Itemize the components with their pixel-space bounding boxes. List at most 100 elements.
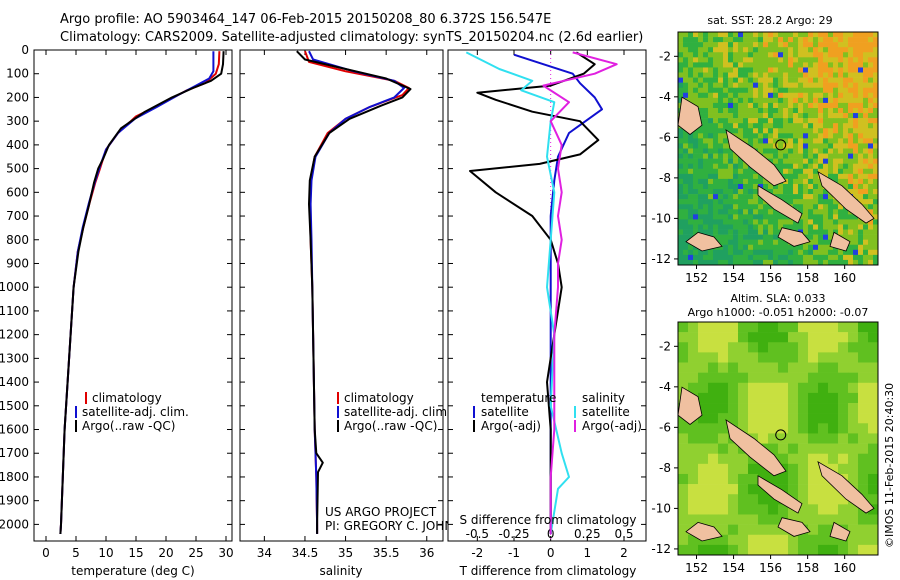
map-cell (718, 113, 724, 119)
map-cell (743, 189, 749, 195)
map-cell (683, 158, 689, 164)
map-cell (773, 214, 779, 220)
map-cell (808, 433, 819, 444)
sst-map-frame (677, 31, 879, 266)
map-cell (698, 138, 704, 144)
map-cell (688, 138, 694, 144)
map-cell (693, 97, 699, 104)
map-cell (698, 92, 704, 99)
map-cell (773, 87, 779, 94)
map-cell (703, 254, 709, 261)
map-cell (838, 37, 844, 43)
map-cell (718, 463, 729, 475)
map-cell (693, 42, 699, 48)
map-cell (733, 209, 739, 215)
map-cell (868, 62, 874, 68)
map-cell (753, 42, 759, 48)
map-cell (723, 178, 729, 185)
map-cell (773, 254, 779, 261)
depth-tick-label: 500 (6, 162, 29, 176)
map-cell (703, 204, 709, 210)
map-cell (873, 168, 879, 175)
map-cell (808, 524, 819, 536)
map-cell (818, 234, 824, 240)
map-cell (833, 209, 839, 215)
map-cell (738, 322, 749, 333)
map-cell (723, 87, 729, 94)
map-cell (688, 544, 699, 556)
map-cell (848, 72, 854, 78)
map-cell (748, 183, 754, 190)
map-cell (728, 42, 734, 48)
map-cell (838, 138, 844, 144)
map-cell (873, 249, 879, 256)
map-cell (738, 413, 749, 424)
map-cell (748, 214, 754, 220)
map-cell (773, 153, 779, 159)
header-line1: Argo profile: AO 5903464_147 06-Feb-2015… (60, 12, 551, 27)
legend-climatology-label: climatology (92, 391, 162, 405)
map-cell (723, 82, 729, 89)
map-cell (868, 133, 874, 139)
map-cell (773, 67, 779, 73)
map-cell (733, 224, 739, 230)
map-cell (853, 92, 859, 99)
map-cell (683, 42, 689, 48)
map-cell (873, 118, 879, 124)
map-cell (823, 92, 829, 99)
map-cell (853, 214, 859, 220)
map-cell (808, 77, 814, 83)
map-cell (828, 332, 839, 343)
map-cell (708, 133, 714, 139)
map-cell (728, 128, 734, 134)
map-cell (848, 77, 854, 83)
map-cell (838, 42, 844, 48)
map-cell (708, 413, 719, 424)
map-cell (793, 72, 799, 78)
map-cell (788, 77, 794, 83)
map-cell (803, 214, 809, 220)
map-cell (788, 87, 794, 94)
map-cell (793, 87, 799, 94)
map-cell (728, 82, 734, 89)
map-cell (763, 67, 769, 73)
map-cell (768, 52, 774, 58)
map-cell (683, 239, 689, 246)
map-cell (793, 128, 799, 134)
map-cell (778, 259, 784, 266)
map-cell (813, 138, 819, 144)
map-cell (753, 128, 759, 134)
map-cell (823, 148, 829, 154)
map-cell (743, 163, 749, 170)
map-cell (818, 322, 829, 333)
map-cell (758, 113, 764, 119)
map-cell (808, 229, 814, 235)
map-cell (808, 123, 814, 129)
map-cell (858, 123, 864, 129)
map-cell (793, 47, 799, 53)
map-cell (853, 77, 859, 83)
depth-tick-label: 1200 (0, 328, 29, 342)
map-cell (818, 382, 829, 394)
depth-tick-label: 800 (6, 233, 29, 247)
map-cell (688, 42, 694, 48)
map-cell (763, 234, 769, 240)
map-cell (718, 209, 724, 215)
map-cell (678, 47, 684, 53)
map-cell (708, 148, 714, 154)
map-cell (823, 82, 829, 89)
map-cell (708, 42, 714, 48)
map-cell (858, 178, 864, 185)
map-cell (833, 249, 839, 256)
map-cell (748, 113, 754, 119)
map-cell (708, 153, 714, 159)
map-cell (743, 123, 749, 129)
map-cell (853, 37, 859, 43)
map-cell (803, 32, 809, 38)
map-cell (773, 32, 779, 38)
map-cell (848, 113, 854, 119)
map-cell (833, 204, 839, 210)
map-cell (678, 37, 684, 43)
map-cell (848, 322, 859, 333)
map-cell (753, 37, 759, 43)
